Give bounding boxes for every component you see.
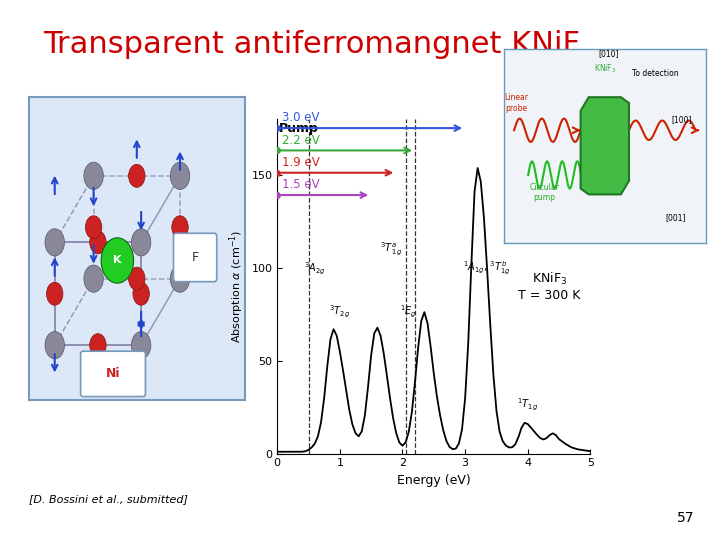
Circle shape (129, 164, 145, 187)
Text: Approach: tuning the pump wavelength
between transparency windows
and absorption: Approach: tuning the pump wavelength bet… (281, 402, 557, 449)
Circle shape (170, 162, 189, 190)
Circle shape (170, 265, 189, 292)
Circle shape (131, 332, 151, 359)
Text: Pump: Pump (279, 122, 318, 134)
Text: KNiF$_3$
T = 300 K: KNiF$_3$ T = 300 K (518, 271, 581, 302)
Text: 1.5 eV: 1.5 eV (282, 178, 320, 191)
Text: 3: 3 (536, 48, 549, 66)
Circle shape (131, 229, 151, 256)
Circle shape (129, 267, 145, 290)
Circle shape (133, 282, 149, 305)
Text: K: K (113, 255, 122, 266)
Text: 57: 57 (678, 511, 695, 525)
Text: Linear
probe: Linear probe (504, 93, 528, 113)
Y-axis label: Absorption $\alpha$ (cm$^{-1}$): Absorption $\alpha$ (cm$^{-1}$) (228, 230, 246, 343)
Text: 2.2 eV: 2.2 eV (282, 134, 320, 147)
Circle shape (172, 216, 188, 239)
Text: $^3T_{2g}$: $^3T_{2g}$ (329, 303, 351, 320)
Circle shape (90, 231, 106, 254)
Circle shape (90, 334, 106, 356)
FancyBboxPatch shape (81, 351, 145, 396)
Text: F: F (192, 251, 199, 264)
Text: $^3A_{2g}$: $^3A_{2g}$ (304, 261, 325, 277)
FancyBboxPatch shape (174, 233, 217, 282)
Text: 1.9 eV: 1.9 eV (282, 156, 320, 169)
Text: $^1A_{1g}$, $^3T^b_{1g}$: $^1A_{1g}$, $^3T^b_{1g}$ (463, 260, 511, 277)
Text: [D. Bossini et al., submitted]: [D. Bossini et al., submitted] (29, 494, 188, 504)
Circle shape (84, 265, 104, 292)
Text: 3.0 eV: 3.0 eV (282, 111, 320, 124)
Circle shape (101, 238, 133, 283)
Text: [001]: [001] (665, 213, 685, 222)
Circle shape (86, 216, 102, 239)
Text: $^1T_{1g}$: $^1T_{1g}$ (517, 396, 539, 413)
Circle shape (45, 229, 65, 256)
Text: Ni: Ni (106, 367, 120, 380)
Text: KNiF$_3$: KNiF$_3$ (594, 63, 616, 76)
Text: $^1E_g$: $^1E_g$ (400, 303, 417, 320)
Circle shape (47, 282, 63, 305)
Circle shape (45, 332, 65, 359)
Text: [010]: [010] (598, 49, 619, 58)
Polygon shape (580, 97, 629, 194)
Text: Transparent antiferromangnet KNiF: Transparent antiferromangnet KNiF (43, 30, 580, 59)
Text: Circular
pump: Circular pump (529, 183, 559, 202)
Circle shape (84, 162, 104, 190)
Text: $^3T^a_{\,1g}$: $^3T^a_{\,1g}$ (380, 241, 402, 258)
Text: [100]: [100] (671, 116, 692, 125)
Text: To detection: To detection (632, 69, 678, 78)
X-axis label: Energy (eV): Energy (eV) (397, 474, 471, 487)
